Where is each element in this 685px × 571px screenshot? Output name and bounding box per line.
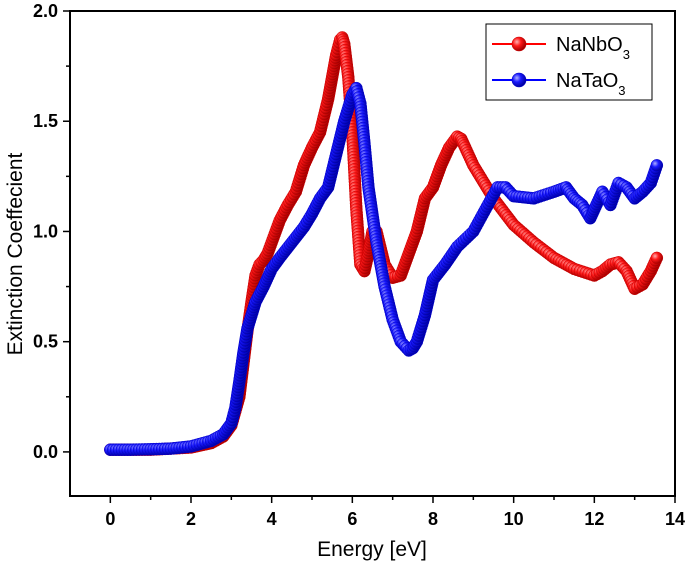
data-point (650, 159, 664, 172)
x-tick-label: 10 (504, 509, 524, 529)
x-tick-label: 6 (347, 509, 357, 529)
y-tick-label: 2.0 (33, 1, 58, 21)
series-1 (104, 81, 664, 456)
legend-label-nanbo3: NaNbO3 (556, 34, 630, 62)
data-point (650, 251, 664, 265)
y-tick-label: 1.0 (33, 221, 58, 241)
x-tick-label: 2 (186, 509, 196, 529)
legend-box (485, 23, 653, 101)
y-axis-title: Extinction Coeffecient (4, 152, 27, 355)
x-axis-title: Energy [eV] (317, 538, 427, 561)
series-layer (104, 31, 664, 456)
legend-marker-natao3 (511, 72, 527, 88)
x-tick-label: 4 (267, 509, 277, 529)
x-tick-label: 14 (665, 509, 685, 529)
legend: NaNbO3 NaTaO3 (485, 23, 653, 101)
x-tick-label: 0 (105, 509, 115, 529)
y-tick-label: 1.5 (33, 111, 58, 131)
legend-label-natao3: NaTaO3 (556, 70, 625, 98)
y-tick-label: 0.0 (33, 442, 58, 462)
legend-marker-nanbo3 (511, 36, 527, 52)
x-tick-label: 8 (428, 509, 438, 529)
ticks-layer: 0 2 4 6 8 10 12 14 0.0 0.5 1.0 1.5 2.0 (33, 1, 685, 529)
y-tick-label: 0.5 (33, 332, 58, 352)
x-tick-label: 12 (584, 509, 604, 529)
